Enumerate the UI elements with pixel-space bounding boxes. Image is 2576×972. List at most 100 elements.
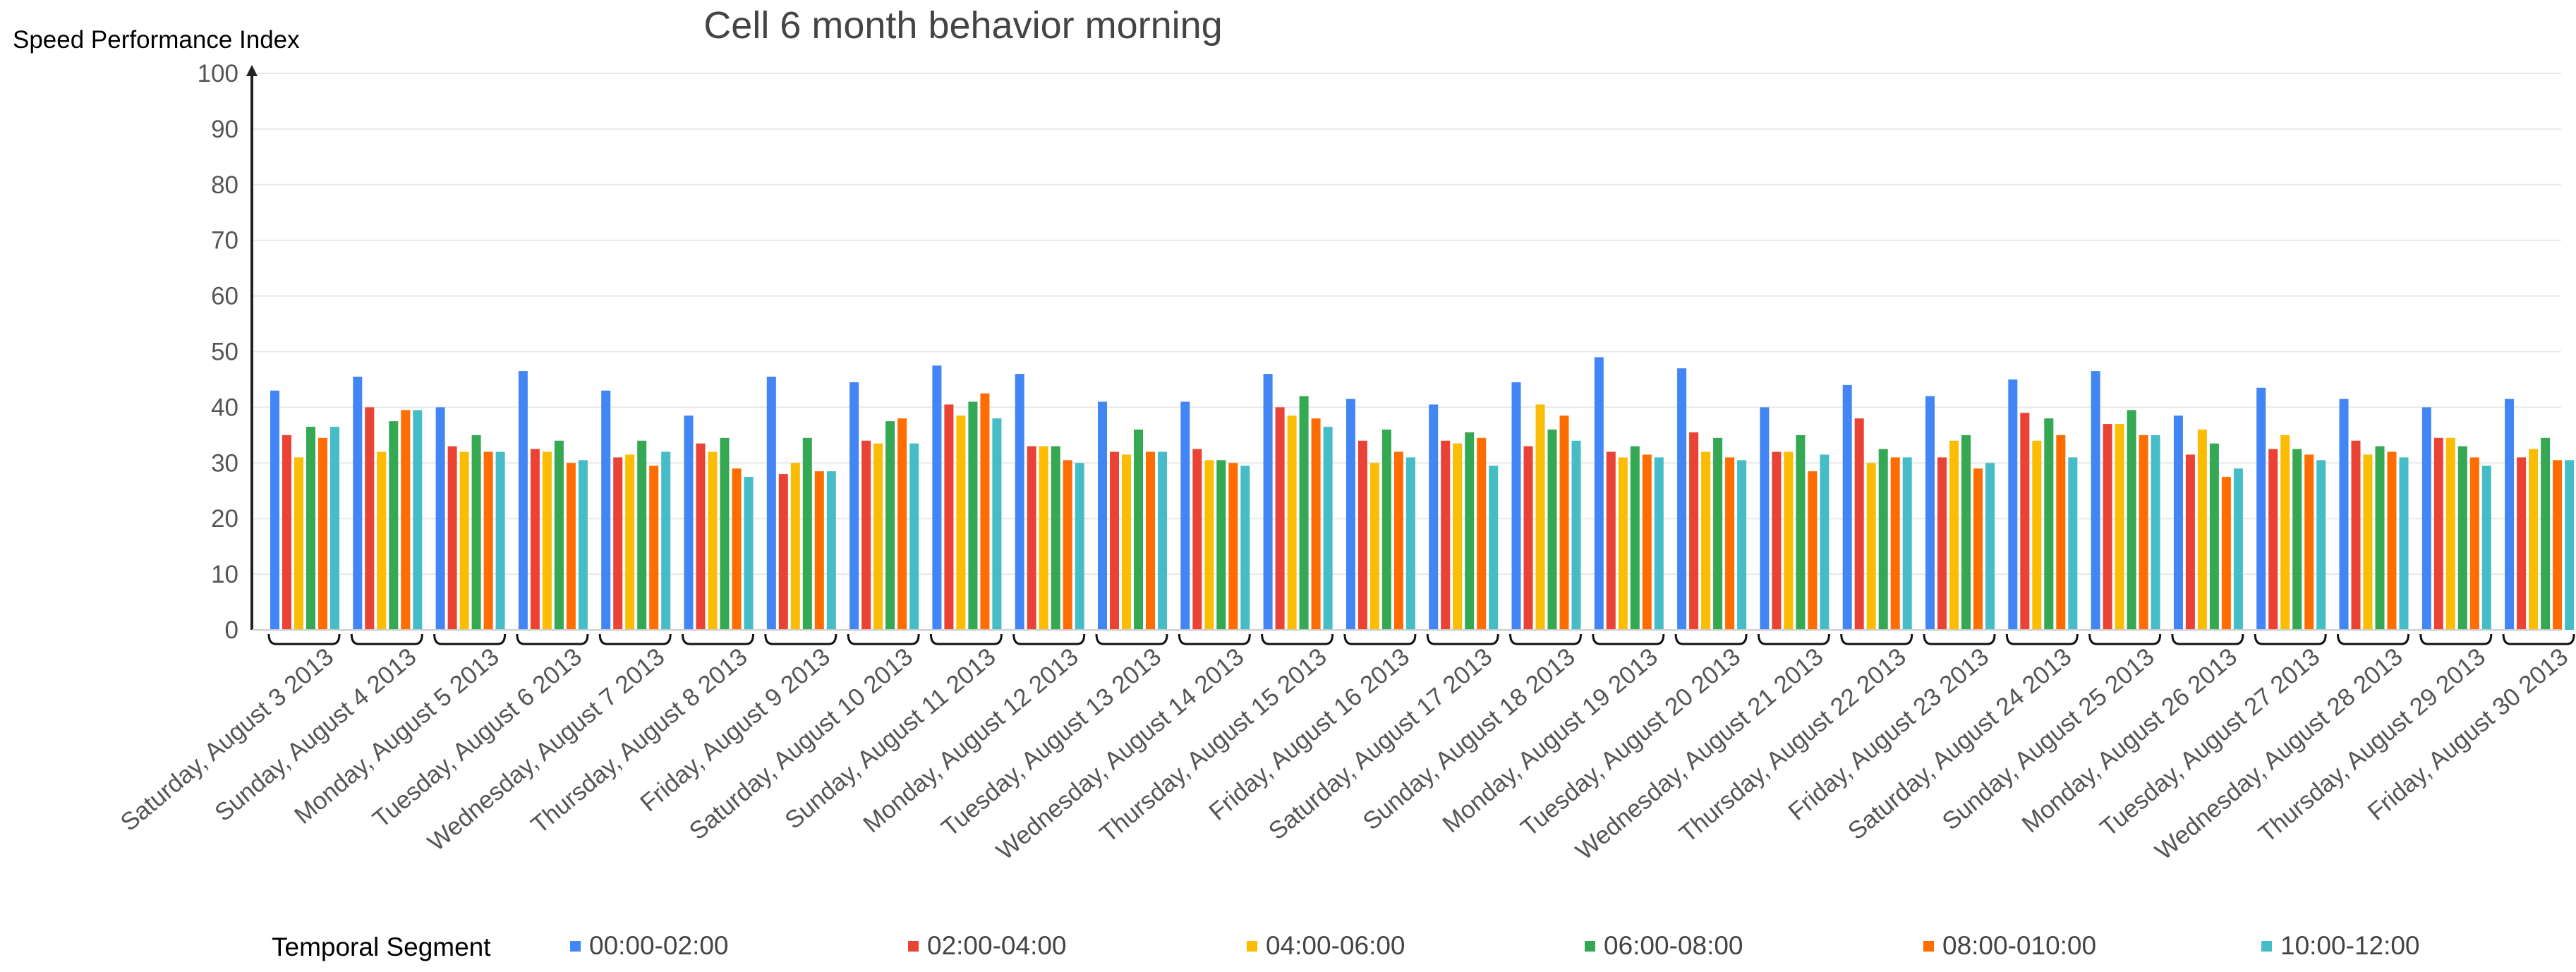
category-bracket (1343, 633, 1417, 645)
bar (1772, 451, 1782, 630)
bar (1725, 457, 1735, 630)
bar (1925, 396, 1935, 630)
legend-swatch (570, 941, 581, 952)
bar (684, 415, 694, 630)
bar (2339, 399, 2349, 630)
category-bracket (433, 633, 507, 645)
bar (661, 451, 671, 630)
bar (778, 474, 788, 630)
category-bracket (1261, 633, 1334, 645)
bar (447, 446, 457, 630)
legend-swatch (2261, 941, 2272, 952)
bar (2363, 454, 2373, 630)
category-bracket (598, 633, 672, 645)
bar (389, 421, 399, 630)
legend-swatch (908, 941, 919, 952)
category-bracket (1178, 633, 1251, 645)
bar (1630, 446, 1640, 630)
bar (2115, 424, 2124, 630)
bar (744, 477, 754, 630)
bar (365, 407, 375, 630)
bar (1039, 446, 1048, 630)
bar (1701, 451, 1711, 630)
bar (318, 437, 327, 630)
bar (1878, 449, 1888, 630)
bar (282, 435, 291, 630)
bar (2529, 449, 2539, 630)
bar (2292, 449, 2302, 630)
bar (1535, 404, 1545, 630)
bar (2209, 443, 2219, 630)
bar (1784, 451, 1794, 630)
bar (2433, 437, 2443, 630)
y-tick-label: 70 (211, 227, 238, 255)
bar (2233, 468, 2243, 630)
bar (377, 451, 387, 630)
bar (802, 437, 812, 630)
bar (483, 451, 493, 630)
bar (1523, 446, 1533, 630)
bar (1228, 463, 1238, 630)
y-axis-label: Speed Performance Index (13, 26, 300, 54)
y-tick-label: 30 (211, 449, 238, 477)
bar (1204, 460, 1214, 630)
bar (2517, 457, 2527, 630)
bar (459, 451, 469, 630)
bar (1299, 396, 1309, 630)
bar (2008, 379, 2018, 630)
bar (401, 410, 411, 630)
bar (1263, 374, 1273, 630)
bar (1737, 460, 1747, 630)
y-tick-label: 50 (211, 339, 238, 366)
bar (1559, 415, 1569, 630)
bar (1760, 407, 1770, 630)
bar (1890, 457, 1900, 630)
legend-label: 10:00-12:00 (2280, 931, 2420, 960)
bar (1075, 463, 1084, 630)
y-tick-label: 60 (211, 283, 238, 310)
bar (1477, 437, 1487, 630)
bar (495, 451, 505, 630)
category-bracket (682, 633, 754, 645)
bar (968, 401, 978, 630)
y-tick-label: 0 (225, 616, 238, 644)
bar (1346, 399, 1355, 630)
bar (2387, 451, 2397, 630)
bar (2375, 446, 2385, 630)
bar (1985, 463, 1995, 630)
bar (826, 471, 836, 630)
bar (1240, 466, 1250, 630)
bar (2553, 460, 2563, 630)
bar (601, 390, 611, 630)
bar (294, 457, 303, 630)
bar (2469, 457, 2479, 630)
bar (1098, 401, 1107, 630)
bar (554, 440, 564, 630)
bar (1357, 440, 1367, 630)
bar (1441, 440, 1451, 630)
bar (637, 440, 647, 630)
bar (2481, 466, 2491, 630)
y-tick-label: 10 (211, 561, 238, 588)
bar (1015, 374, 1024, 630)
category-bracket (516, 633, 589, 645)
category-brackets (267, 633, 2575, 645)
bar (649, 466, 659, 630)
bar (2457, 446, 2467, 630)
bar (613, 457, 623, 630)
bar (732, 468, 742, 630)
bar (2139, 435, 2148, 630)
bar (353, 377, 363, 630)
category-bracket (2171, 633, 2244, 645)
axes (246, 65, 2561, 631)
bar (270, 390, 279, 630)
bar (1465, 432, 1475, 630)
bar (530, 449, 540, 630)
bar (1973, 468, 1983, 630)
bar (2056, 435, 2066, 630)
bar (1381, 429, 1391, 630)
bar (2091, 371, 2100, 630)
bar (766, 377, 776, 630)
bar (1606, 451, 1616, 630)
